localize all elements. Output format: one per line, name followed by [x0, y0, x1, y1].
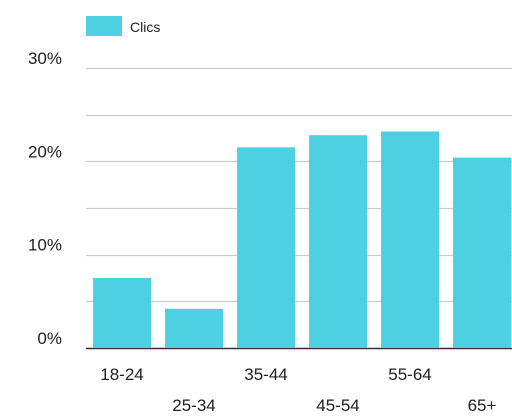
bar-55-64 [381, 131, 439, 348]
legend-label: Clics [130, 19, 160, 35]
bar-45-54 [309, 135, 367, 348]
bars [93, 131, 511, 348]
x-tick-label: 35-44 [244, 365, 287, 384]
legend: Clics [86, 16, 160, 36]
bar-25-34 [165, 308, 223, 348]
bar-18-24 [93, 278, 151, 348]
x-tick-label: 18-24 [100, 365, 143, 384]
x-tick-label: 25-34 [172, 396, 215, 415]
y-tick-label: 30% [28, 49, 62, 68]
bar-35-44 [237, 147, 295, 348]
x-axis: 18-24 25-34 35-44 45-54 55-64 65+ [100, 365, 496, 415]
bar-65+ [453, 157, 511, 348]
y-tick-label: 0% [37, 329, 62, 348]
legend-swatch [86, 16, 122, 36]
y-tick-label: 20% [28, 142, 62, 161]
gridlines [86, 67, 512, 350]
y-axis: 0% 10% 20% 30% [28, 49, 62, 348]
y-tick-label: 10% [28, 236, 62, 255]
x-tick-label: 45-54 [316, 396, 359, 415]
x-tick-label: 55-64 [388, 365, 431, 384]
x-tick-label: 65+ [468, 396, 497, 415]
